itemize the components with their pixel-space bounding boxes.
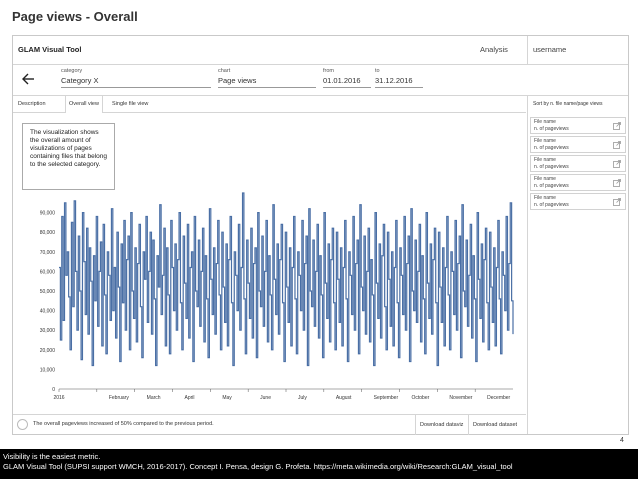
from-value[interactable]: 01.01.2016 xyxy=(323,76,371,88)
file-list-item[interactable]: File name n. of pageviews xyxy=(530,174,626,191)
file-pageviews: n. of pageviews xyxy=(534,202,569,208)
y-tick-label: 10,000 xyxy=(40,367,56,373)
file-pageviews: n. of pageviews xyxy=(534,164,569,170)
file-name: File name xyxy=(534,138,556,144)
external-link-icon[interactable] xyxy=(613,122,621,130)
category-label: category xyxy=(61,68,83,74)
external-link-icon[interactable] xyxy=(613,141,621,149)
tab-description[interactable]: Description xyxy=(18,101,46,107)
glam-app-window: GLAM Visual Tool Analysis username categ… xyxy=(12,35,629,435)
download-dataset-button[interactable]: Download dataset xyxy=(468,415,521,435)
nav-username[interactable]: username xyxy=(533,45,567,54)
pageviews-series-line xyxy=(59,192,514,367)
info-circle-icon xyxy=(17,419,28,430)
to-value[interactable]: 31.12.2016 xyxy=(375,76,423,88)
file-pageviews: n. of pageviews xyxy=(534,145,569,151)
x-tick-label: July xyxy=(298,395,307,401)
page-number: 4 xyxy=(620,437,624,444)
y-tick-label: 30,000 xyxy=(40,328,56,334)
nav-analysis-link[interactable]: Analysis xyxy=(480,45,508,54)
y-tick-label: 80,000 xyxy=(40,230,56,236)
x-tick-label: August xyxy=(336,395,352,401)
download-dataviz-button[interactable]: Download dataviz xyxy=(415,415,467,435)
file-list-item[interactable]: File name n. of pageviews xyxy=(530,155,626,172)
file-name: File name xyxy=(534,119,556,125)
app-title: GLAM Visual Tool xyxy=(18,45,82,54)
x-tick-label: September xyxy=(374,395,399,401)
external-link-icon[interactable] xyxy=(613,160,621,168)
x-tick-label: October xyxy=(412,395,430,401)
x-tick-label: 2016 xyxy=(53,395,64,401)
to-date-field[interactable]: to 31.12.2016 xyxy=(375,68,423,88)
file-list-item[interactable]: File name n. of pageviews xyxy=(530,136,626,153)
x-tick-label: December xyxy=(487,395,510,401)
x-tick-label: March xyxy=(147,395,161,401)
y-tick-label: 50,000 xyxy=(40,289,56,295)
y-tick-label: 90,000 xyxy=(40,211,56,217)
to-label: to xyxy=(375,68,380,74)
y-tick-label: 20,000 xyxy=(40,348,56,354)
from-date-field[interactable]: from 01.01.2016 xyxy=(323,68,371,88)
x-tick-label: June xyxy=(260,395,271,401)
caption-line-2: GLAM Visual Tool (SUPSI support WMCH, 20… xyxy=(3,462,513,471)
y-tick-label: 70,000 xyxy=(40,250,56,256)
chart-label: chart xyxy=(218,68,231,74)
arrow-left-icon[interactable] xyxy=(21,71,35,87)
x-tick-label: April xyxy=(185,395,195,401)
file-list-item[interactable]: File name n. of pageviews xyxy=(530,193,626,210)
y-tick-label: 0 xyxy=(52,387,55,393)
top-navbar: GLAM Visual Tool Analysis username xyxy=(13,36,628,65)
view-tabs: Description Overall view Single file vie… xyxy=(13,96,526,113)
from-label: from xyxy=(323,68,334,74)
file-sidebar: Sort by n. file name/page views File nam… xyxy=(527,96,629,434)
x-tick-label: November xyxy=(449,395,472,401)
file-pageviews: n. of pageviews xyxy=(534,126,569,132)
pageviews-line-chart: 0 10,000 20,000 30,000 40,000 50,000 60,000 70,… xyxy=(40,192,514,401)
sort-label[interactable]: Sort by n. file name/page views xyxy=(533,101,603,107)
tab-overall-view[interactable]: Overall view xyxy=(65,96,103,113)
nav-divider xyxy=(527,36,528,64)
file-pageviews: n. of pageviews xyxy=(534,183,569,189)
chart-select[interactable]: chart Page views xyxy=(218,68,316,88)
summary-text: The overall pageviews increased of 50% c… xyxy=(33,421,214,427)
external-link-icon[interactable] xyxy=(613,179,621,187)
x-tick-label: February xyxy=(109,395,130,401)
x-tick-label: May xyxy=(222,395,232,401)
description-tooltip: The visualization shows the overall amou… xyxy=(22,123,115,190)
y-tick-label: 60,000 xyxy=(40,269,56,275)
external-link-icon[interactable] xyxy=(613,198,621,206)
tab-single-file-view[interactable]: Single file view xyxy=(112,101,149,107)
category-value[interactable]: Category X xyxy=(61,76,211,88)
slide-title: Page views - Overall xyxy=(12,9,138,24)
file-name: File name xyxy=(534,195,556,201)
category-select[interactable]: category Category X xyxy=(61,68,211,88)
file-name: File name xyxy=(534,157,556,163)
caption-line-1: Visibility is the easiest metric. xyxy=(3,452,101,461)
file-list-item[interactable]: File name n. of pageviews xyxy=(530,117,626,134)
file-name: File name xyxy=(534,176,556,182)
filter-bar: category Category X chart Page views fro… xyxy=(13,65,628,96)
y-tick-label: 40,000 xyxy=(40,309,56,315)
bottom-bar: The overall pageviews increased of 50% c… xyxy=(13,414,526,435)
chart-value[interactable]: Page views xyxy=(218,76,316,88)
caption-bar: Visibility is the easiest metric. GLAM V… xyxy=(0,449,638,479)
